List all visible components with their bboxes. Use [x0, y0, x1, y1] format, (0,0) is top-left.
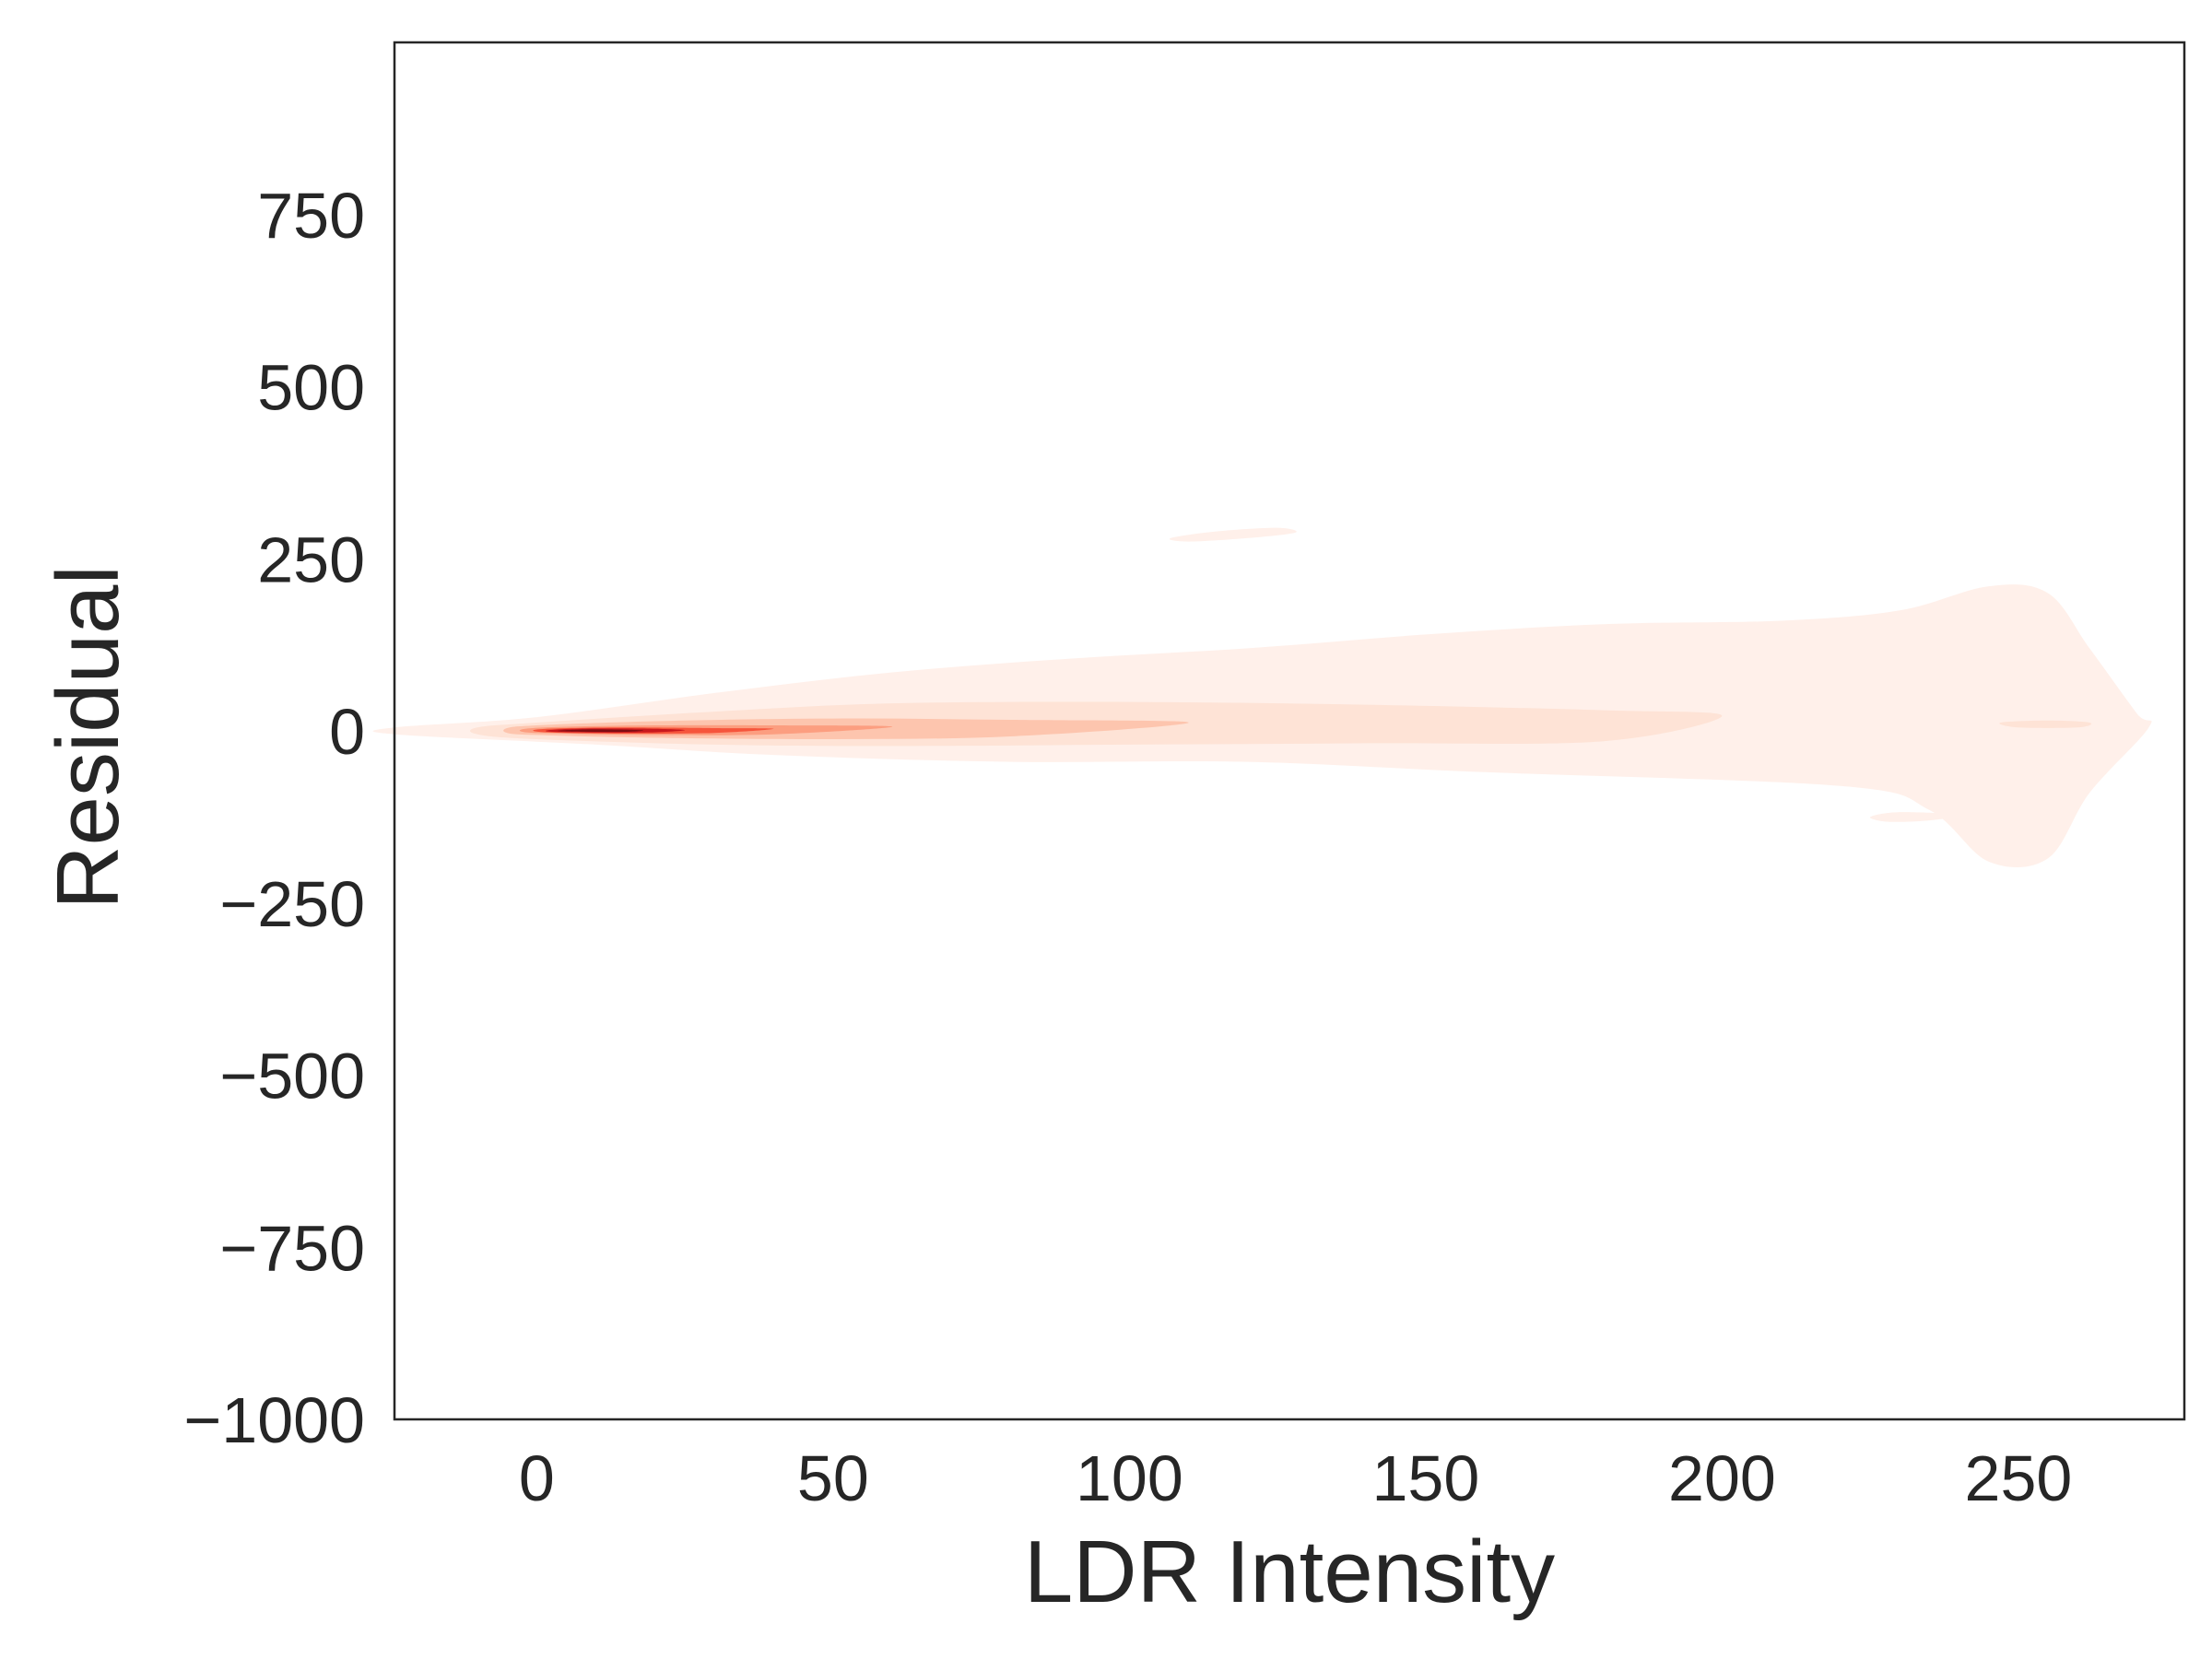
- x-tick-label: 150: [1372, 1442, 1480, 1514]
- y-tick-label: 500: [257, 352, 365, 424]
- plot-frame: [393, 41, 2186, 1421]
- x-tick-label: 50: [797, 1442, 869, 1514]
- x-tick-label: 200: [1668, 1442, 1776, 1514]
- density-region-3: [1999, 720, 2092, 728]
- y-tick-label: −750: [219, 1212, 365, 1284]
- x-axis-title: LDR Intensity: [1024, 1523, 1555, 1621]
- y-tick-label: 750: [257, 180, 365, 252]
- density-contours: [372, 527, 2152, 868]
- density-region-1: [1169, 527, 1297, 542]
- x-tick-label: 0: [519, 1442, 555, 1514]
- y-axis-title: Residual: [39, 565, 137, 910]
- y-tick-labels: −1000 −750 −500 −250 0 250 500 750: [183, 180, 365, 1456]
- x-tick-labels: 0 50 100 150 200 250: [519, 1442, 2072, 1514]
- y-tick-label: −500: [219, 1041, 365, 1112]
- y-tick-label: −250: [219, 868, 365, 940]
- y-tick-label: 250: [257, 524, 365, 595]
- density-level-7: [557, 729, 644, 733]
- y-tick-label: 0: [329, 696, 365, 768]
- x-tick-label: 100: [1076, 1442, 1183, 1514]
- x-tick-label: 250: [1965, 1442, 2073, 1514]
- y-tick-label: −1000: [183, 1384, 365, 1456]
- density-region-2: [1869, 812, 1960, 822]
